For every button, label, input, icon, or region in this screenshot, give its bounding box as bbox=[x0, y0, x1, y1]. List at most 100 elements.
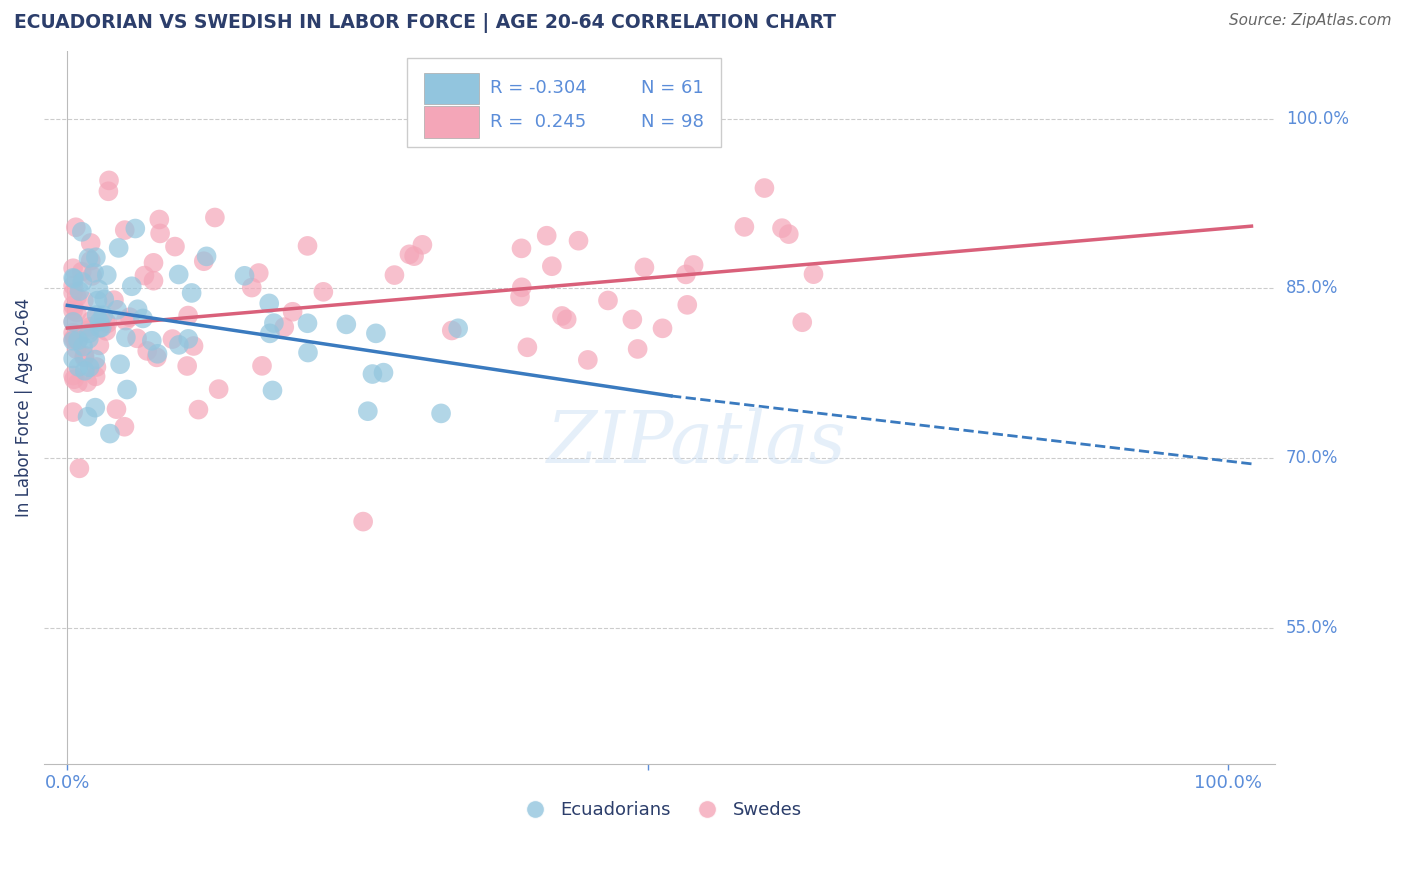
Point bbox=[89, 321, 111, 335]
Point bbox=[94, 314, 117, 328]
Point bbox=[93, 293, 115, 307]
Point bbox=[141, 334, 163, 348]
Point bbox=[536, 228, 558, 243]
Point bbox=[79, 319, 101, 334]
Text: N = 98: N = 98 bbox=[641, 113, 704, 131]
Text: Source: ZipAtlas.com: Source: ZipAtlas.com bbox=[1229, 13, 1392, 29]
Point bbox=[233, 268, 256, 283]
Point bbox=[183, 339, 205, 353]
Point bbox=[361, 367, 384, 381]
Point bbox=[80, 314, 103, 328]
Point bbox=[105, 302, 128, 317]
Point bbox=[86, 359, 108, 374]
Point bbox=[65, 220, 87, 235]
Point bbox=[62, 303, 84, 318]
Point bbox=[195, 249, 218, 263]
Point bbox=[70, 225, 93, 239]
Point bbox=[62, 315, 84, 329]
Point bbox=[149, 227, 172, 241]
Point bbox=[792, 315, 814, 329]
Point bbox=[73, 349, 96, 363]
Point bbox=[66, 334, 89, 348]
Text: ZIPatlas: ZIPatlas bbox=[547, 408, 846, 478]
Point bbox=[62, 332, 84, 346]
Point bbox=[89, 338, 111, 352]
Text: R = -0.304: R = -0.304 bbox=[489, 79, 586, 97]
Point bbox=[177, 309, 200, 323]
Point bbox=[262, 384, 284, 398]
Point bbox=[97, 184, 120, 198]
Point bbox=[62, 326, 84, 340]
Point bbox=[77, 326, 100, 341]
Point bbox=[373, 366, 395, 380]
Point bbox=[167, 268, 190, 282]
Point bbox=[176, 359, 198, 373]
Point bbox=[62, 261, 84, 276]
Point bbox=[555, 312, 578, 326]
Point bbox=[754, 181, 776, 195]
Point bbox=[187, 402, 209, 417]
Point bbox=[66, 376, 89, 390]
Point bbox=[121, 279, 143, 293]
Point bbox=[72, 275, 94, 289]
Point bbox=[62, 351, 84, 366]
Point bbox=[98, 426, 121, 441]
Point bbox=[162, 332, 184, 346]
Point bbox=[76, 409, 98, 424]
Point bbox=[297, 316, 319, 330]
Point bbox=[67, 461, 90, 475]
Point bbox=[79, 360, 101, 375]
Point bbox=[63, 331, 86, 345]
Point bbox=[682, 258, 704, 272]
Point bbox=[86, 293, 108, 308]
Point bbox=[76, 375, 98, 389]
Point bbox=[62, 315, 84, 329]
Point bbox=[66, 290, 89, 304]
Point bbox=[127, 302, 149, 317]
Point bbox=[114, 419, 136, 434]
Point bbox=[250, 359, 273, 373]
FancyBboxPatch shape bbox=[425, 106, 478, 137]
Point bbox=[430, 406, 453, 420]
Point bbox=[146, 347, 169, 361]
Point bbox=[62, 405, 84, 419]
Point bbox=[96, 324, 118, 338]
Point bbox=[69, 284, 91, 298]
Point bbox=[510, 241, 533, 255]
Point bbox=[208, 382, 231, 396]
Point bbox=[204, 211, 226, 225]
Point bbox=[90, 320, 112, 334]
Point bbox=[67, 332, 90, 346]
Point bbox=[132, 311, 155, 326]
Text: 100.0%: 100.0% bbox=[1286, 110, 1348, 128]
Point bbox=[91, 308, 114, 322]
Point bbox=[65, 343, 87, 357]
Point bbox=[676, 298, 699, 312]
Text: 70.0%: 70.0% bbox=[1286, 450, 1339, 467]
Point bbox=[73, 293, 96, 308]
Point bbox=[335, 318, 357, 332]
Point bbox=[142, 274, 165, 288]
Point bbox=[621, 312, 644, 326]
Point bbox=[167, 338, 190, 352]
Point bbox=[62, 334, 84, 348]
Point bbox=[86, 308, 108, 322]
Point bbox=[177, 332, 200, 346]
Point bbox=[62, 368, 84, 383]
Point bbox=[247, 266, 270, 280]
Point bbox=[114, 223, 136, 237]
Point bbox=[803, 267, 825, 281]
Point bbox=[259, 326, 281, 341]
Point bbox=[105, 402, 128, 417]
Point bbox=[567, 234, 589, 248]
Point bbox=[770, 221, 793, 235]
Point bbox=[180, 285, 202, 300]
Text: 55.0%: 55.0% bbox=[1286, 619, 1339, 637]
Point bbox=[509, 290, 531, 304]
Point bbox=[541, 259, 564, 273]
Point bbox=[84, 401, 107, 415]
Point bbox=[281, 305, 304, 319]
Text: N = 61: N = 61 bbox=[641, 79, 703, 97]
Point bbox=[163, 239, 186, 253]
Point bbox=[193, 254, 215, 268]
